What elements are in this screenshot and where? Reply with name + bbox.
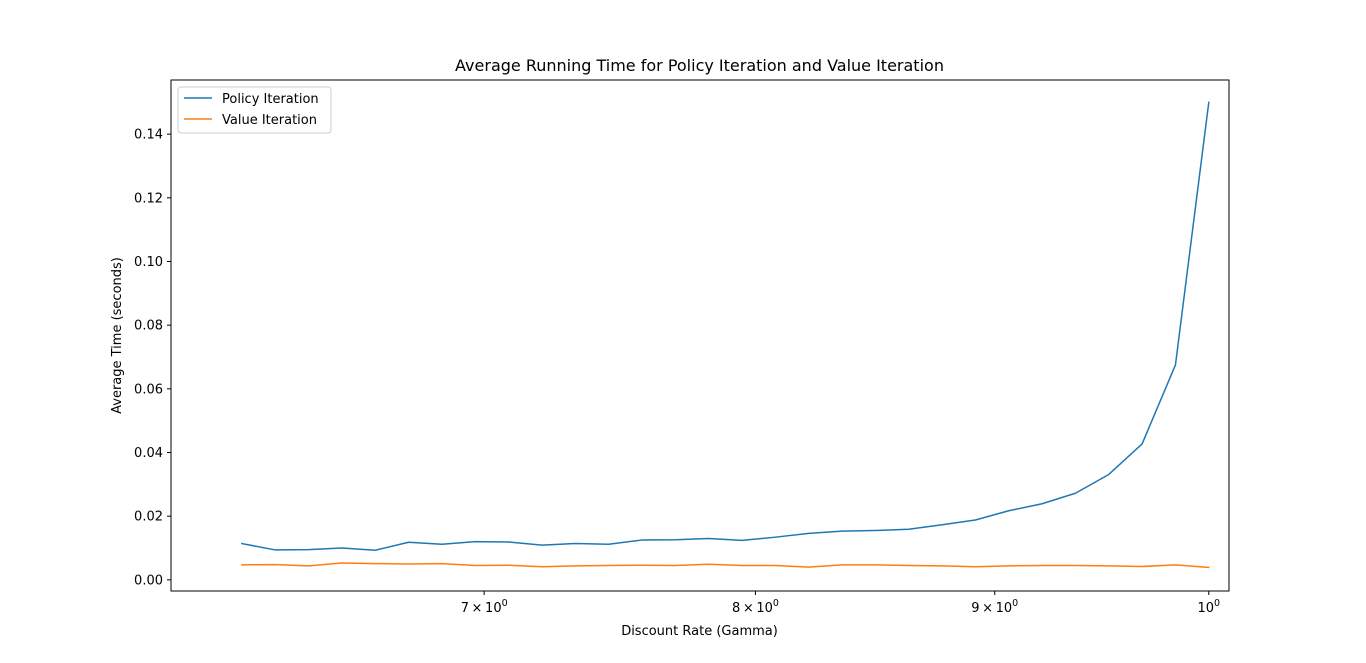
x-axis-label: Discount Rate (Gamma) xyxy=(621,624,778,639)
legend-label-policy-iteration: Policy Iteration xyxy=(222,92,319,107)
y-tick-label: 0.06 xyxy=(134,382,163,397)
y-axis-label: Average Time (seconds) xyxy=(110,257,125,414)
x-tick-label: 7 × 100 xyxy=(461,598,508,616)
y-tick-label: 0.12 xyxy=(134,191,163,206)
y-tick-label: 0.00 xyxy=(134,573,163,588)
y-tick-label: 0.10 xyxy=(134,255,163,270)
y-tick-label: 0.02 xyxy=(134,510,163,525)
legend: Policy Iteration Value Iteration xyxy=(178,87,331,133)
chart-title: Average Running Time for Policy Iteratio… xyxy=(455,56,944,75)
x-tick-label: 9 × 100 xyxy=(971,598,1018,616)
legend-label-value-iteration: Value Iteration xyxy=(222,113,317,128)
y-tick-label: 0.08 xyxy=(134,319,163,334)
x-tick-label: 8 × 100 xyxy=(732,598,779,616)
y-tick-label: 0.14 xyxy=(134,128,163,143)
y-tick-label: 0.04 xyxy=(134,446,163,461)
